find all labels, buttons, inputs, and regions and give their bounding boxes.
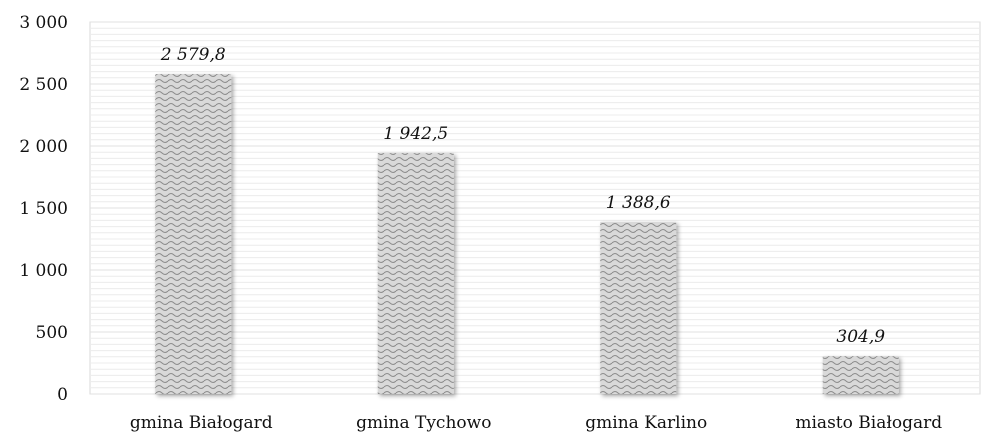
y-tick-label: 2 000 [19,137,68,157]
y-tick-label: 2 500 [19,75,68,95]
x-category-label: gmina Karlino [585,413,707,433]
bar [822,356,899,394]
y-axis-ticks: 0 500 1 000 1 500 2 000 2 500 3 000 [19,13,68,405]
data-labels: 2 579,8 1 942,5 1 388,6 304,9 [160,45,885,347]
bar [600,221,677,394]
data-label: 2 579,8 [160,45,226,65]
y-tick-label: 3 000 [19,13,68,33]
data-label: 304,9 [836,327,885,347]
y-tick-label: 0 [57,385,68,405]
bar [155,74,232,394]
x-category-label: gmina Białogard [130,413,273,433]
x-category-label: miasto Białogard [795,413,942,433]
y-tick-label: 500 [36,323,68,343]
y-tick-label: 1 000 [19,261,68,281]
data-label: 1 942,5 [383,124,448,144]
data-label: 1 388,6 [606,193,671,213]
x-category-label: gmina Tychowo [356,413,491,433]
x-axis-labels: gmina Białogard gmina Tychowo gmina Karlin… [130,413,942,433]
bars [155,74,899,394]
bar [377,153,454,394]
y-tick-label: 1 500 [19,199,68,219]
